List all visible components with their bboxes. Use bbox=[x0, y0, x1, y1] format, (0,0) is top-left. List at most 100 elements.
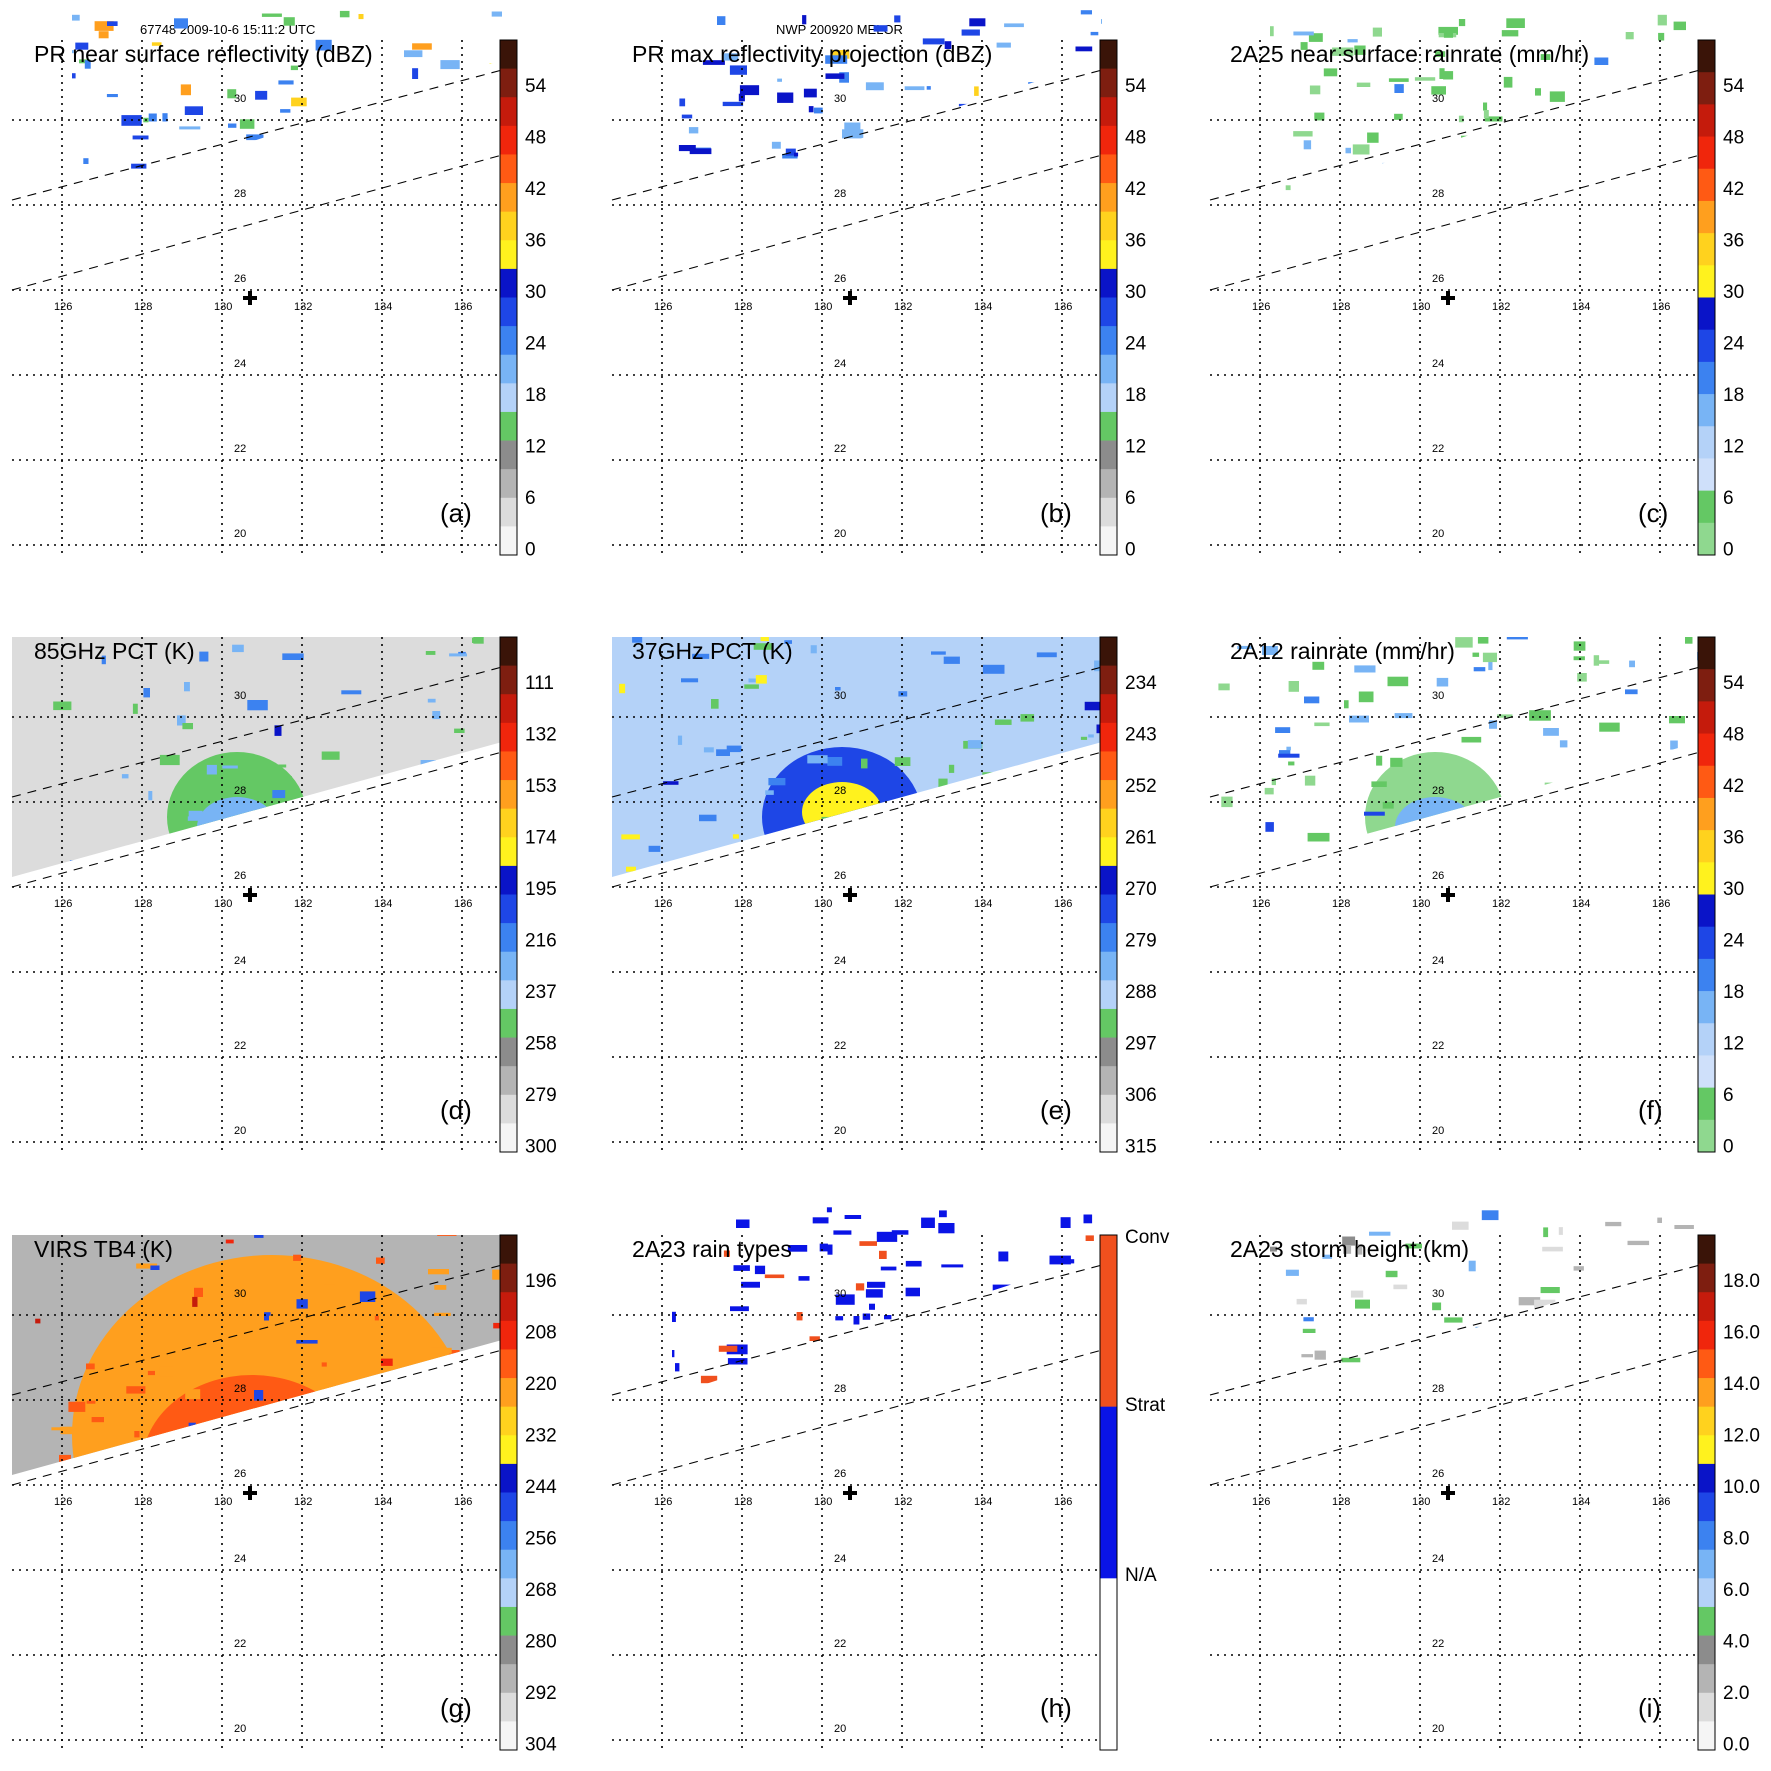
rain-pixel bbox=[1323, 68, 1338, 77]
rain-pixel bbox=[807, 755, 828, 764]
colorbar-segment bbox=[500, 1094, 517, 1124]
rain-pixel bbox=[463, 829, 479, 840]
rain-pixel bbox=[996, 42, 1011, 48]
rain-pixel bbox=[1279, 750, 1291, 758]
rain-pixel bbox=[1435, 51, 1446, 57]
rain-pixel bbox=[94, 21, 114, 31]
rain-pixel bbox=[626, 1220, 646, 1230]
latitude-label: 28 bbox=[234, 188, 246, 200]
rain-pixel bbox=[437, 1235, 457, 1236]
rain-pixel bbox=[1499, 848, 1516, 854]
rain-pixel bbox=[779, 302, 797, 307]
colorbar-tick-label: 6 bbox=[1125, 488, 1136, 509]
colorbar-tick-label: 216 bbox=[525, 931, 557, 952]
colorbar-tick-label: 16.0 bbox=[1723, 1323, 1760, 1344]
rain-pixel bbox=[865, 82, 884, 91]
rain-pixel bbox=[1438, 26, 1458, 35]
rain-pixel bbox=[861, 758, 868, 769]
longitude-label: 134 bbox=[374, 1496, 392, 1508]
colorbar-tick-label: 48 bbox=[1723, 128, 1744, 149]
rain-pixel bbox=[1659, 839, 1680, 845]
colorbar-tick-label: 8.0 bbox=[1723, 1529, 1749, 1550]
rain-pixel bbox=[1605, 1221, 1622, 1227]
rain-pixel bbox=[1074, 263, 1092, 267]
rain-pixel bbox=[1094, 660, 1100, 672]
longitude-label: 130 bbox=[1412, 1496, 1430, 1508]
rain-pixel bbox=[143, 688, 150, 698]
rain-pixel bbox=[274, 725, 282, 736]
rain-pixel bbox=[1526, 235, 1534, 243]
rain-pixel bbox=[648, 1210, 665, 1218]
rain-pixel bbox=[835, 1294, 855, 1305]
rain-pixel bbox=[870, 1367, 884, 1371]
rain-pixel bbox=[1332, 47, 1354, 56]
colorbar-segment bbox=[500, 1406, 517, 1436]
rain-pixel bbox=[762, 228, 784, 232]
colorbar-segment bbox=[1698, 233, 1715, 266]
colorbar-segment bbox=[1698, 765, 1715, 799]
rain-pixel bbox=[1495, 1337, 1513, 1348]
rain-pixel bbox=[1325, 1421, 1344, 1432]
rain-pixel bbox=[125, 859, 145, 870]
rain-pixel bbox=[63, 132, 69, 141]
rain-pixel bbox=[1231, 1469, 1248, 1473]
rain-pixel bbox=[714, 307, 725, 311]
rain-pixel bbox=[739, 85, 760, 96]
rain-pixel bbox=[1390, 757, 1403, 767]
rain-pixel bbox=[1610, 1334, 1629, 1341]
rain-pixel bbox=[1681, 194, 1690, 200]
rain-pixel bbox=[930, 1467, 934, 1473]
rain-pixel bbox=[739, 184, 761, 196]
rain-pixel bbox=[1324, 228, 1332, 232]
rain-pixel bbox=[621, 179, 633, 185]
rain-pixel bbox=[1475, 1326, 1497, 1330]
colorbar-segment bbox=[500, 951, 517, 981]
longitude-label: 130 bbox=[214, 301, 232, 313]
rain-pixel bbox=[59, 1454, 71, 1464]
rain-pixel bbox=[1083, 1332, 1089, 1340]
rain-pixel bbox=[879, 1250, 887, 1259]
rain-pixel bbox=[744, 684, 759, 689]
rain-pixel bbox=[645, 1363, 660, 1372]
scattering-ring bbox=[762, 747, 922, 877]
latitude-label: 22 bbox=[234, 1040, 246, 1052]
rain-pixel bbox=[427, 698, 436, 703]
rain-pixel bbox=[1461, 135, 1478, 144]
rain-pixel bbox=[938, 1223, 955, 1234]
swath-field bbox=[12, 1235, 502, 1475]
colorbar-segment bbox=[1100, 980, 1117, 1010]
rain-pixel bbox=[291, 97, 307, 107]
latitude-label: 24 bbox=[234, 358, 246, 370]
rain-pixel bbox=[126, 1386, 146, 1394]
colorbar-frame bbox=[499, 636, 518, 1153]
rain-pixel bbox=[953, 1465, 962, 1472]
rain-pixel bbox=[817, 1406, 836, 1414]
panel-title: VIRS TB4 (K) bbox=[34, 1236, 173, 1262]
rain-pixel bbox=[489, 63, 494, 71]
colorbar-tick-label: 0 bbox=[525, 540, 536, 561]
rain-pixel bbox=[1069, 1469, 1082, 1474]
rain-pixel bbox=[1064, 256, 1085, 263]
rain-pixel bbox=[1525, 1389, 1536, 1395]
rain-pixel bbox=[637, 1459, 650, 1466]
rain-pixel bbox=[244, 163, 250, 174]
rain-pixel bbox=[1599, 722, 1620, 732]
colorbar-tick-label: 30 bbox=[1723, 879, 1744, 900]
longitude-label: 136 bbox=[454, 301, 472, 313]
colorbar-segment bbox=[500, 326, 517, 356]
rain-pixel bbox=[1364, 811, 1385, 816]
rain-pixel bbox=[857, 1500, 869, 1504]
rain-pixel bbox=[995, 866, 1016, 873]
colorbar-tick-label: 30 bbox=[1125, 282, 1146, 303]
rain-pixel bbox=[468, 78, 485, 89]
rain-pixel bbox=[1286, 746, 1291, 751]
rain-pixel bbox=[192, 1391, 199, 1395]
rain-pixel bbox=[1372, 27, 1382, 37]
rain-pixel bbox=[492, 1269, 502, 1280]
rain-pixel bbox=[1305, 1500, 1313, 1506]
rain-pixel bbox=[1634, 791, 1640, 797]
longitude-label: 128 bbox=[134, 301, 152, 313]
colorbar-segment bbox=[500, 1606, 517, 1637]
colorbar-segment bbox=[1698, 1349, 1715, 1379]
rain-pixel bbox=[842, 129, 864, 139]
